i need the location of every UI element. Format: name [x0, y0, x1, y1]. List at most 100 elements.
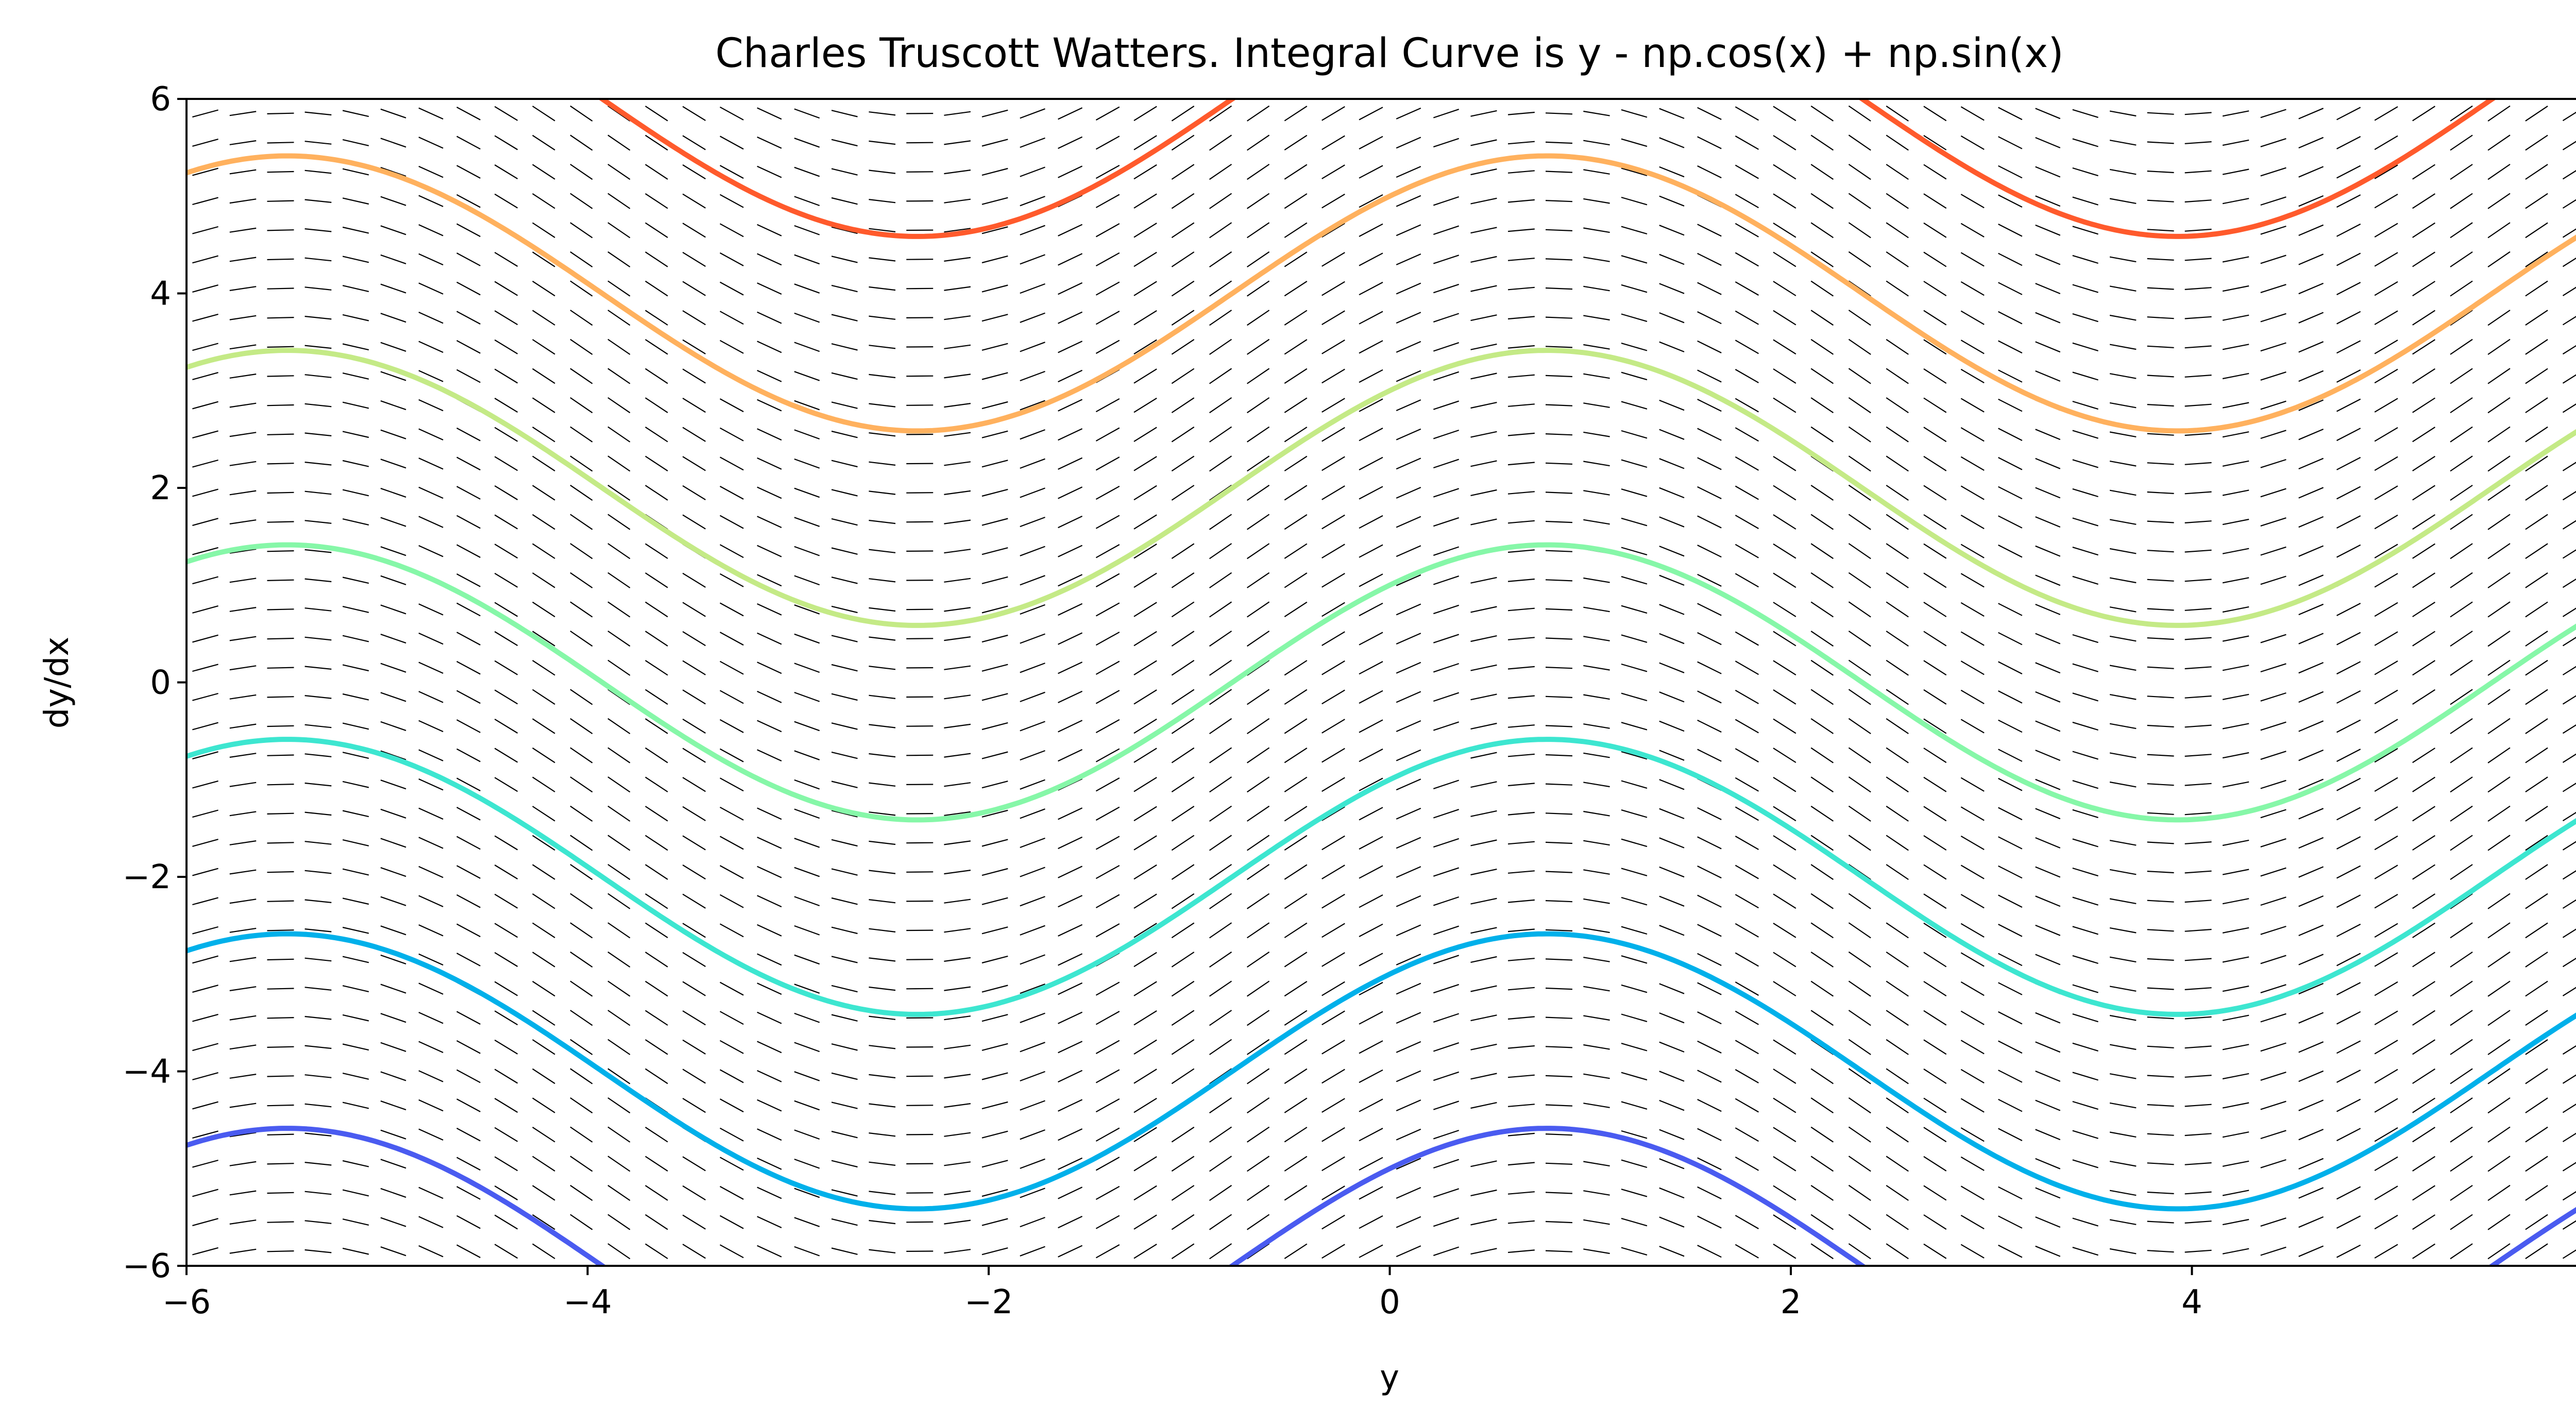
slope-segment — [342, 1247, 369, 1255]
slope-segment — [794, 867, 820, 877]
slope-segment — [2222, 606, 2249, 613]
slope-segment — [1470, 285, 1497, 292]
slope-segment — [1058, 836, 1083, 850]
slope-segment — [1886, 1243, 1909, 1260]
slope-segment — [2562, 286, 2576, 296]
slope-segment — [1545, 667, 1572, 669]
slope-segment — [645, 368, 668, 384]
slope-segment — [570, 980, 593, 997]
slope-segment — [1209, 630, 1232, 647]
slope-segment — [1171, 338, 1195, 355]
slope-segment — [1621, 343, 1648, 351]
slope-segment — [1583, 315, 1610, 321]
slope-segment — [831, 926, 858, 935]
slope-segment — [1848, 776, 1871, 793]
slope-segment — [532, 776, 555, 792]
slope-segment — [869, 1074, 896, 1079]
slope-segment — [1735, 864, 1759, 879]
slope-segment — [2525, 222, 2548, 239]
slope-segment — [2184, 1133, 2212, 1137]
slope-segment — [2412, 1039, 2435, 1055]
slope-segment — [794, 633, 820, 644]
slope-segment — [304, 724, 332, 728]
slope-segment — [2298, 457, 2324, 470]
slope-segment — [1507, 607, 1535, 612]
slope-segment — [1209, 776, 1232, 793]
slope-segment — [1886, 864, 1909, 880]
slope-segment — [2222, 577, 2249, 584]
slope-segment — [607, 134, 631, 151]
slope-segment — [1396, 662, 1421, 674]
slope-segment — [682, 514, 706, 530]
slope-segment — [1359, 807, 1383, 821]
slope-segment — [2525, 426, 2548, 443]
slope-segment — [2374, 806, 2398, 821]
slope-segment — [1095, 806, 1120, 821]
slope-segment — [1058, 1128, 1083, 1141]
slope-segment — [1095, 864, 1120, 879]
slope-segment — [1545, 841, 1572, 844]
slope-segment — [1621, 955, 1648, 964]
slope-segment — [267, 1163, 294, 1165]
slope-segment — [2450, 543, 2473, 560]
slope-segment — [869, 811, 896, 816]
slope-segment — [2336, 136, 2361, 149]
slope-segment — [1886, 572, 1909, 588]
slope-segment — [1396, 1186, 1421, 1199]
slope-segment — [2184, 870, 2212, 874]
slope-segment — [1507, 1249, 1535, 1253]
slope-segment — [1321, 1244, 1345, 1259]
slope-segment — [1396, 866, 1421, 878]
slope-segment — [607, 1156, 631, 1172]
slope-segment — [1659, 1012, 1685, 1024]
slope-segment — [418, 545, 444, 557]
slope-segment — [1659, 691, 1685, 703]
slope-segment — [1284, 980, 1308, 997]
slope-segment — [2487, 718, 2511, 735]
slope-segment — [1359, 544, 1383, 558]
slope-segment — [2184, 316, 2212, 319]
slope-segment — [1545, 462, 1572, 465]
slope-segment — [192, 518, 218, 526]
slope-segment — [532, 1068, 555, 1084]
slope-segment — [1886, 426, 1909, 443]
slope-segment — [2562, 549, 2576, 559]
slope-segment — [1058, 662, 1083, 674]
slope-segment — [1659, 195, 1685, 207]
slope-segment — [380, 517, 406, 527]
slope-segment — [1886, 397, 1909, 414]
slope-segment — [1545, 754, 1572, 757]
slope-segment — [2109, 1219, 2137, 1225]
slope-segment — [2147, 520, 2174, 523]
slope-segment — [1433, 1129, 1460, 1140]
slope-segment — [2336, 836, 2361, 850]
slope-segment — [1020, 254, 1045, 265]
slope-segment — [1583, 373, 1610, 379]
slope-segment — [719, 923, 744, 938]
slope-segment — [2298, 982, 2324, 995]
slope-segment — [304, 666, 332, 670]
slope-segment — [1284, 368, 1308, 384]
slope-segment — [757, 486, 782, 499]
slope-segment — [1773, 981, 1797, 996]
slope-segment — [2109, 1073, 2137, 1079]
slope-segment — [1545, 987, 1572, 990]
slope-segment — [2298, 808, 2324, 820]
slope-segment — [2487, 893, 2511, 909]
slope-segment — [607, 1039, 631, 1055]
slope-segment — [794, 604, 820, 615]
slope-segment — [869, 607, 896, 612]
slope-segment — [418, 165, 444, 178]
slope-segment — [645, 222, 668, 239]
slope-segment — [645, 251, 668, 267]
slope-segment — [1284, 835, 1308, 851]
slope-segment — [2147, 637, 2174, 640]
slope-segment — [981, 1101, 1008, 1110]
slope-segment — [944, 782, 971, 787]
slope-segment — [682, 281, 706, 296]
slope-segment — [1396, 837, 1421, 849]
slope-segment — [1284, 397, 1308, 413]
slope-segment — [1209, 1156, 1232, 1172]
slope-segment — [1960, 631, 1985, 646]
slope-segment — [1507, 811, 1535, 816]
